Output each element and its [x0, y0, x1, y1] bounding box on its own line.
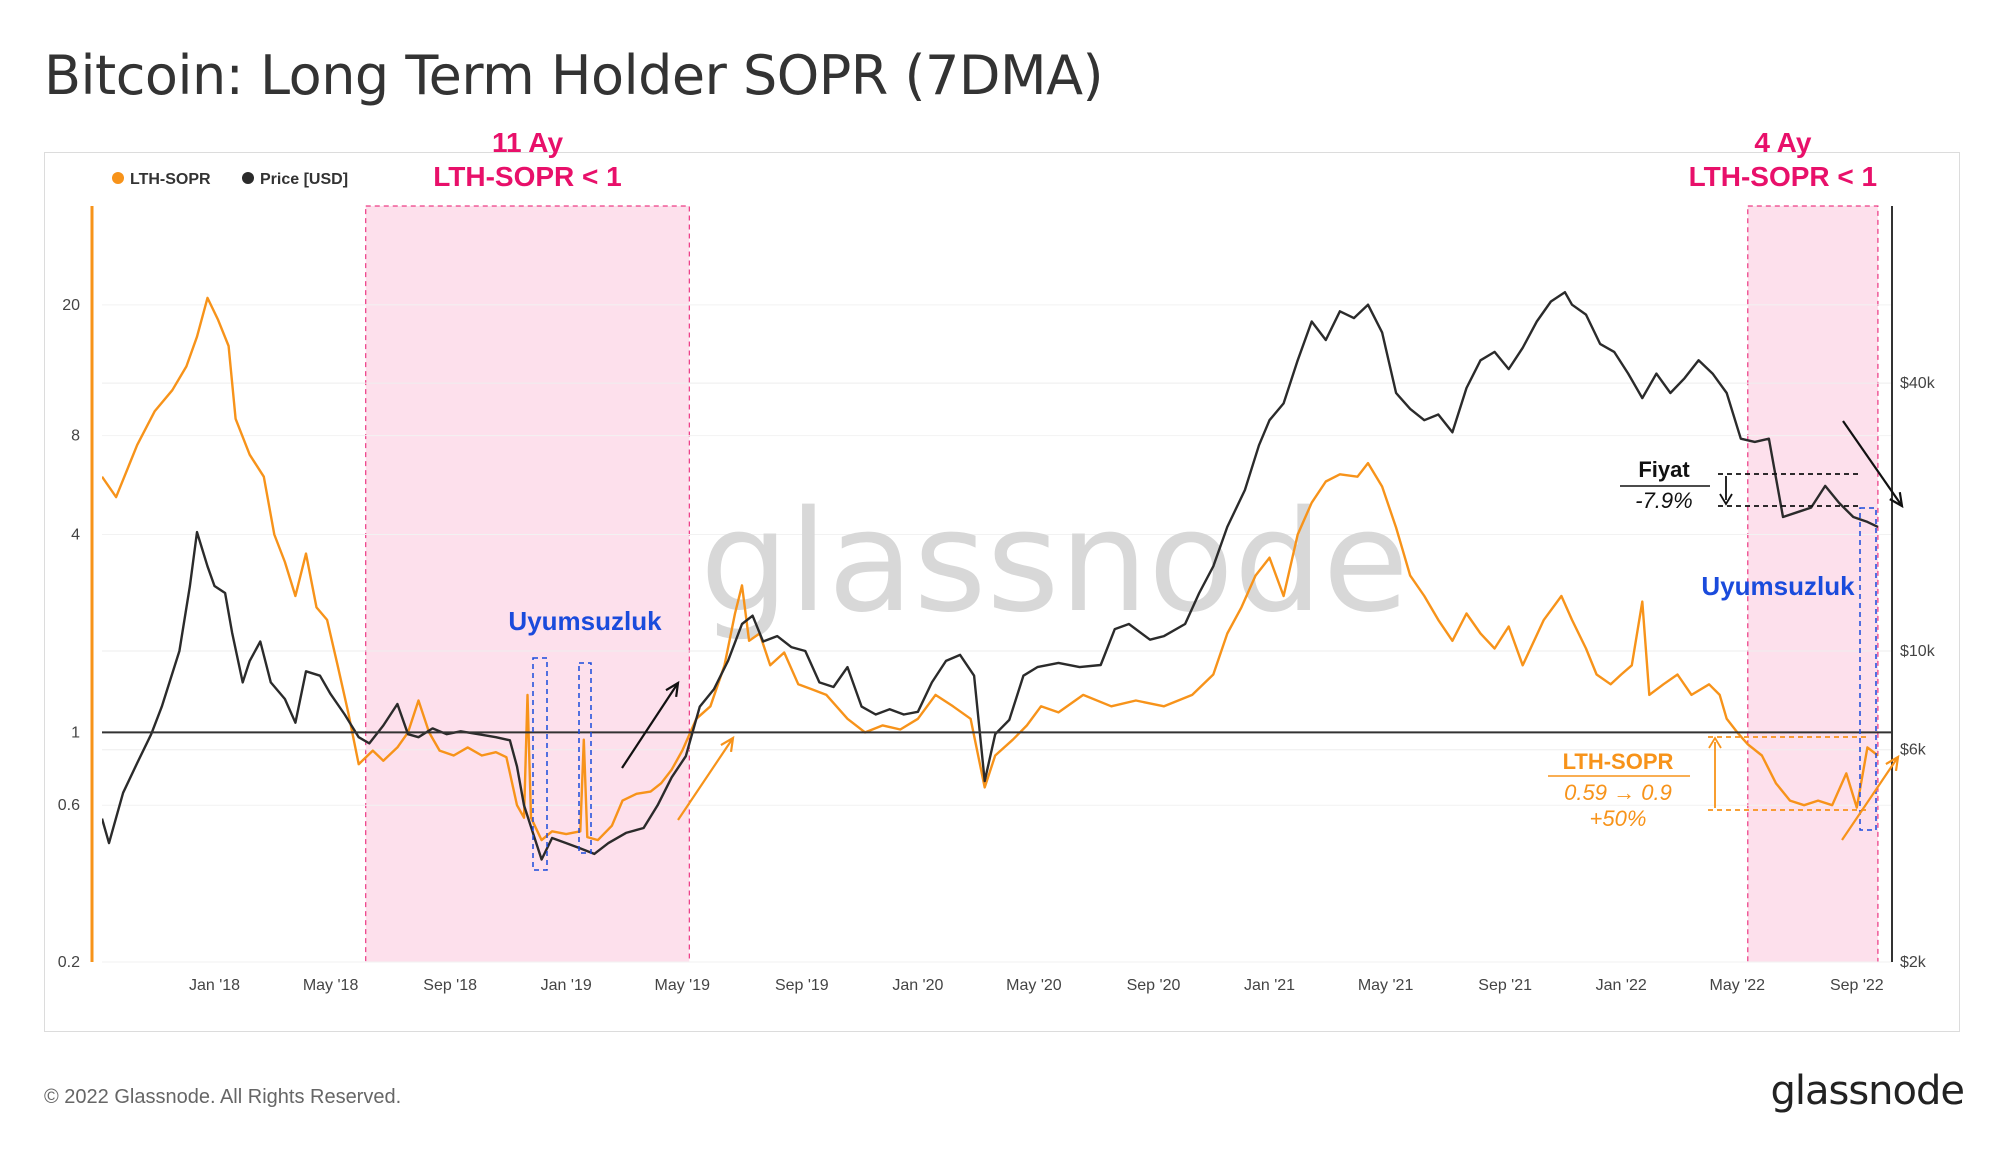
highlight-label-bottom-1: LTH-SOPR < 1: [433, 161, 622, 192]
sopr-up-arrow-2-head: [1885, 754, 1900, 772]
left-tick-label: 1: [71, 724, 80, 741]
x-tick-label: May '18: [303, 977, 359, 994]
price-box-label: Fiyat: [1638, 457, 1690, 482]
right-tick-label: $6k: [1900, 742, 1927, 759]
sopr-box-arrow-head: [1708, 736, 1722, 749]
left-tick-label: 8: [71, 428, 80, 445]
chart-frame: [44, 152, 1960, 1032]
legend-dot-2: [242, 172, 254, 184]
divergence-box-1: [532, 657, 548, 871]
legend-label-1: LTH-SOPR: [130, 171, 211, 188]
x-tick-label: May '21: [1358, 977, 1414, 994]
left-tick-label: 4: [71, 527, 80, 544]
copyright-text: © 2022 Glassnode. All Rights Reserved.: [44, 1086, 402, 1108]
brand-logo: glassnode: [1770, 1068, 1965, 1114]
sopr-up-arrow: [677, 737, 734, 821]
legend-dot-1: [112, 172, 124, 184]
left-tick-label: 20: [62, 297, 80, 314]
highlight-label-top-1: 11 Ay: [492, 127, 564, 158]
price-line: [102, 291, 1879, 861]
x-tick-label: Sep '18: [423, 977, 477, 994]
sopr-up-arrow-2: [1841, 756, 1899, 841]
highlight-range-2: [1747, 205, 1879, 963]
highlight-label-top-2: 4 Ay: [1754, 127, 1811, 158]
x-tick-label: Sep '19: [775, 977, 829, 994]
right-tick-label: $2k: [1900, 954, 1927, 971]
price-up-arrow: [621, 682, 679, 769]
legend-label-2: Price [USD]: [260, 171, 348, 188]
x-tick-label: Jan '18: [189, 977, 240, 994]
divergence-box-2: [578, 662, 592, 854]
x-tick-label: Sep '22: [1830, 977, 1884, 994]
left-tick-label: 0.6: [58, 797, 80, 814]
highlight-label-bottom-2: LTH-SOPR < 1: [1689, 161, 1878, 192]
sopr-box-change: 0.59 → 0.9: [1564, 780, 1672, 805]
x-tick-label: Jan '20: [892, 977, 943, 994]
sopr-box-pct: +50%: [1590, 806, 1647, 831]
divergence-label-1: Uyumsuzluk: [508, 606, 662, 636]
highlight-range-1: [365, 205, 690, 963]
x-tick-label: Jan '19: [541, 977, 592, 994]
price-up-arrow-head: [665, 680, 680, 698]
price-box-change: -7.9%: [1635, 488, 1692, 513]
divergence-box-3: [1859, 507, 1877, 831]
sopr-up-arrow-head: [720, 735, 735, 753]
x-tick-label: May '20: [1006, 977, 1062, 994]
x-tick-label: May '19: [654, 977, 710, 994]
divergence-label-2: Uyumsuzluk: [1701, 571, 1855, 601]
price-down-arrow-head: [1889, 491, 1904, 509]
sopr-box-label: LTH-SOPR: [1563, 749, 1674, 774]
left-tick-label: 0.2: [58, 954, 80, 971]
x-tick-label: Jan '22: [1596, 977, 1647, 994]
price-box-arrow-head: [1719, 493, 1733, 506]
page-title: Bitcoin: Long Term Holder SOPR (7DMA): [44, 44, 1104, 107]
right-tick-label: $10k: [1900, 643, 1936, 660]
right-tick-label: $40k: [1900, 375, 1936, 392]
x-tick-label: Jan '21: [1244, 977, 1295, 994]
x-tick-label: Sep '21: [1478, 977, 1532, 994]
price-down-arrow: [1842, 420, 1903, 507]
x-tick-label: May '22: [1709, 977, 1765, 994]
x-tick-label: Sep '20: [1127, 977, 1181, 994]
watermark: glassnode: [700, 481, 1409, 644]
lth-sopr-line: [102, 296, 1879, 842]
